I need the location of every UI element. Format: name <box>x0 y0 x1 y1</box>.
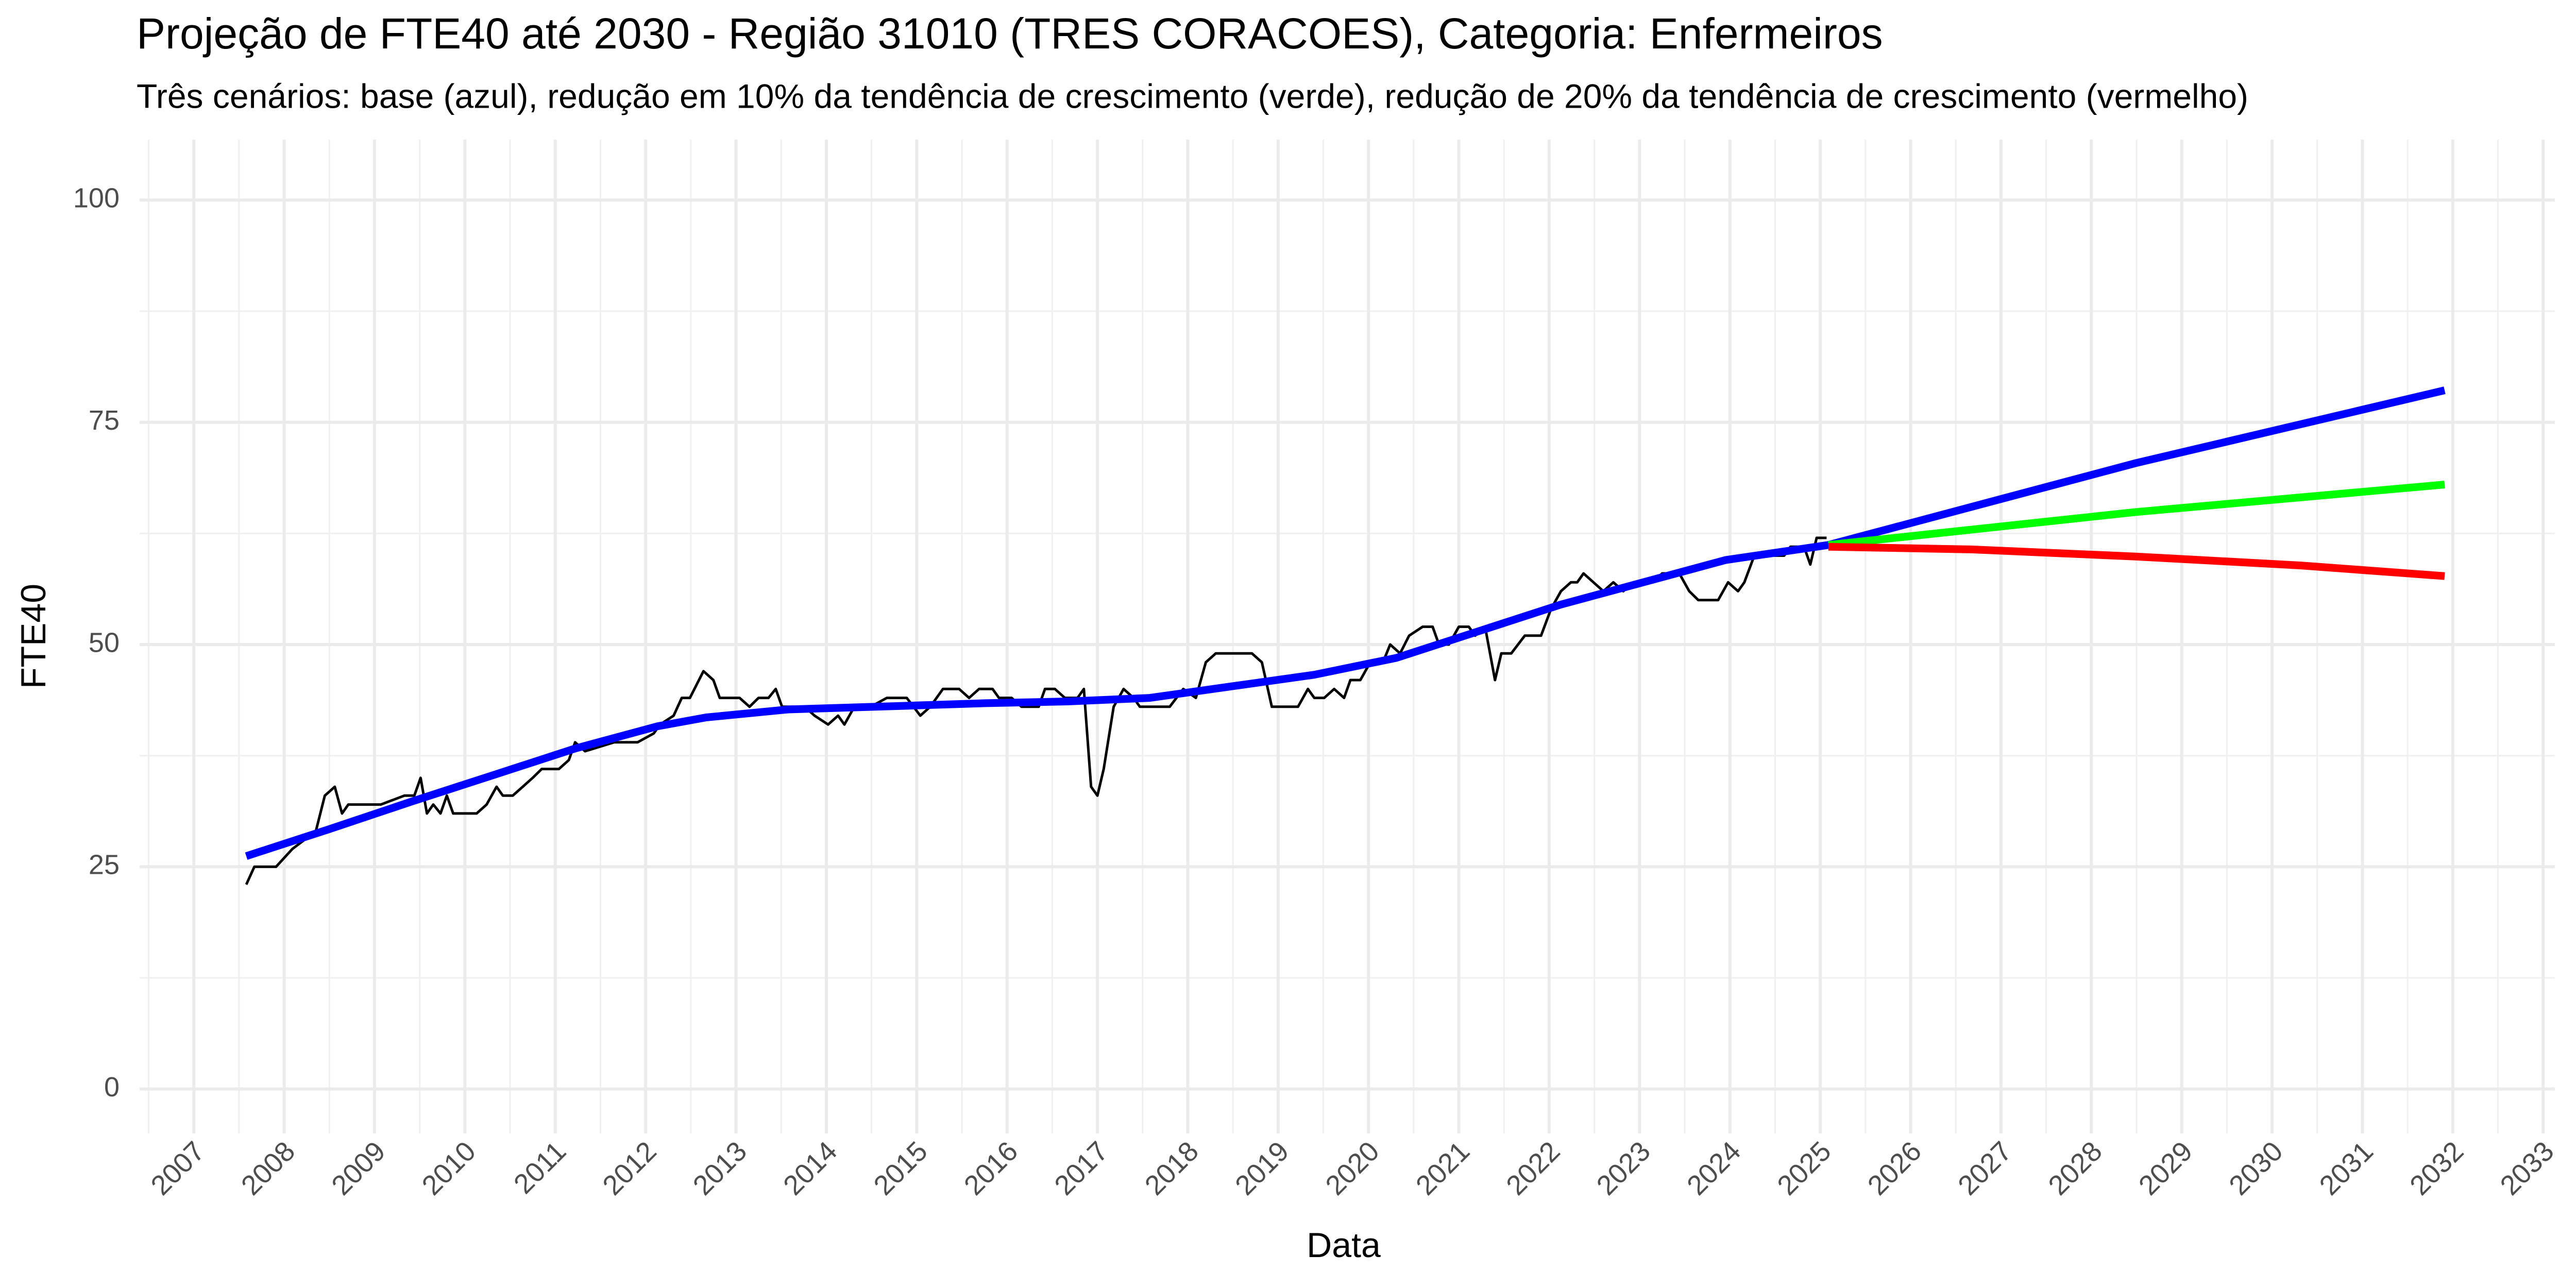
y-tick-label: 100 <box>73 183 120 214</box>
y-tick-label: 0 <box>104 1072 120 1103</box>
series-line <box>1828 481 2445 549</box>
y-tick-label: 25 <box>89 850 120 880</box>
y-tick-label: 50 <box>89 627 120 658</box>
plot-area <box>245 386 2446 885</box>
x-axis-label: Data <box>1307 1226 1381 1265</box>
series-line <box>1828 543 2445 580</box>
y-tick-label: 75 <box>89 405 120 436</box>
y-axis-label: FTE40 <box>14 584 53 689</box>
chart-title: Projeção de FTE40 até 2030 - Região 3101… <box>137 9 1883 58</box>
series-line <box>245 386 2446 860</box>
chart-subtitle: Três cenários: base (azul), redução em 1… <box>137 77 2248 115</box>
